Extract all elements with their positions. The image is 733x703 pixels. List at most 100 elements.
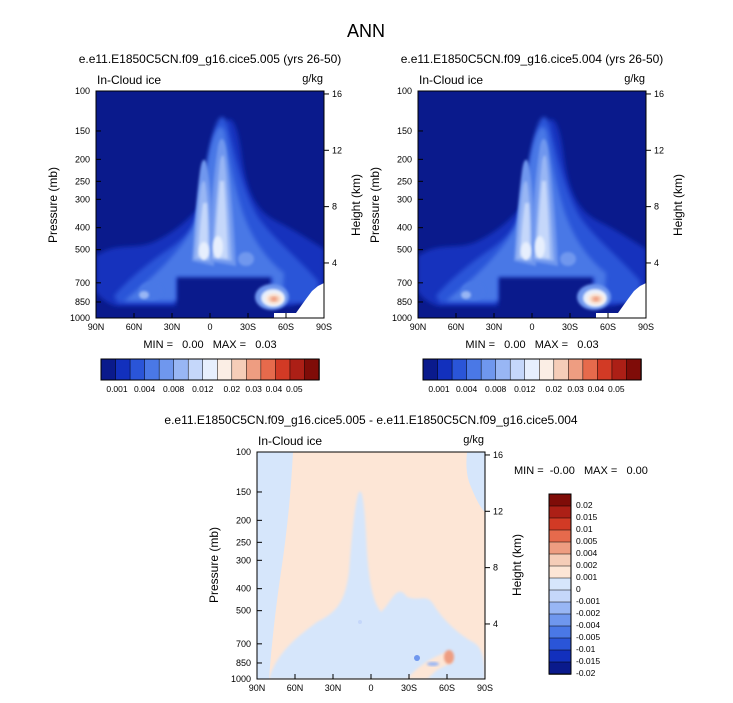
colorbar-swatch — [115, 358, 131, 381]
colorbar-swatch — [129, 358, 146, 381]
y-tick-label: 200 — [397, 154, 412, 164]
y-axis-label: Pressure (mb) — [46, 167, 60, 243]
contour-band — [269, 491, 485, 679]
y-tick-label: 150 — [75, 126, 90, 136]
y-tick-label: 500 — [236, 606, 251, 616]
field-label: In-Cloud ice — [258, 434, 322, 448]
x-tick-label: 60N — [287, 683, 304, 693]
x-tick-label: 60N — [448, 322, 465, 332]
latitude-axis: 90N 60N 30N 0 30S 60S 90S — [88, 313, 332, 332]
colorbar: 0.001 0.004 0.008 0.012 0.02 0.03 0.04 0.05 — [422, 358, 642, 394]
y-tick-label: 1000 — [231, 674, 251, 684]
y-tick-label: 500 — [397, 245, 412, 255]
colorbar-swatch — [548, 661, 572, 675]
height-axis: 16 12 8 4 — [485, 450, 503, 629]
x-tick-label: 30S — [562, 322, 578, 332]
colorbar-swatch — [626, 358, 642, 381]
contour-field — [257, 452, 485, 679]
colorbar-frame — [548, 493, 572, 675]
colorbar-swatch — [260, 358, 277, 381]
y-tick-label: 150 — [236, 487, 251, 497]
x-tick-label: 90S — [638, 322, 654, 332]
colorbar-tick-label: -0.015 — [576, 656, 600, 666]
height-tick-label: 12 — [493, 506, 503, 516]
height-tick-label: 12 — [654, 145, 664, 155]
height-axis: 16 12 8 4 — [646, 89, 664, 268]
colorbar-tick-label: 0.004 — [134, 384, 156, 394]
contour-band — [466, 452, 485, 512]
contour-band — [414, 655, 420, 661]
colorbar-swatch — [480, 358, 497, 381]
colorbar-frame — [422, 358, 642, 381]
colorbar-tick-label: 0.05 — [286, 384, 303, 394]
x-tick-label: 90S — [477, 683, 493, 693]
height-axis-label: Height (km) — [510, 534, 524, 596]
colorbar-tick-label: -0.005 — [576, 632, 600, 642]
colorbar-tick-label: 0.001 — [576, 572, 598, 582]
x-tick-label: 60N — [126, 322, 143, 332]
y-tick-label: 1000 — [70, 313, 90, 323]
colorbar-swatch — [548, 577, 572, 591]
difference-contours — [257, 452, 485, 679]
colorbar-swatch — [582, 358, 599, 381]
contour-band — [535, 236, 545, 258]
x-tick-label: 90N — [249, 683, 266, 693]
y-tick-label: 150 — [397, 126, 412, 136]
colorbar-tick-label: 0.04 — [266, 384, 283, 394]
colorbar-tick-label: 0.002 — [576, 560, 598, 570]
colorbar-swatch — [231, 358, 248, 381]
pressure-axis: 100 150 200 250 300 400 500 700 850 1000 — [231, 447, 262, 684]
colorbar-tick-label: -0.004 — [576, 620, 600, 630]
colorbar-swatch — [509, 358, 526, 381]
colorbar-tick-label: 0.02 — [546, 384, 563, 394]
y-tick-label: 400 — [397, 223, 412, 233]
y-tick-label: 1000 — [392, 313, 412, 323]
cloud-ice-contours — [96, 91, 324, 318]
latitude-axis: 90N 60N 30N 0 30S 60S 90S — [410, 313, 654, 332]
field-label: In-Cloud ice — [97, 73, 161, 87]
y-tick-label: 100 — [75, 86, 90, 96]
colorbar-swatch — [548, 565, 572, 579]
height-tick-label: 4 — [654, 258, 659, 268]
latitude-axis: 90N 60N 30N 0 30S 60S 90S — [249, 674, 493, 693]
contour-band — [358, 620, 362, 624]
colorbar-swatch — [597, 358, 613, 381]
contour-band — [444, 650, 454, 664]
colorbar-tick-label: 0.02 — [576, 500, 593, 510]
y-tick-label: 200 — [75, 154, 90, 164]
colorbar-swatch — [495, 358, 511, 381]
y-axis-label: Pressure (mb) — [368, 167, 382, 243]
contour-band — [257, 452, 293, 679]
y-tick-label: 850 — [397, 297, 412, 307]
y-tick-label: 850 — [75, 297, 90, 307]
x-tick-label: 30N — [325, 683, 342, 693]
y-tick-label: 300 — [236, 555, 251, 565]
height-tick-label: 4 — [332, 258, 337, 268]
colorbar-swatch — [100, 358, 117, 381]
min-max-label: MIN = 0.00 MAX = 0.03 — [465, 339, 598, 351]
colorbar-swatch — [275, 358, 291, 381]
panel-difference: e.e11.E1850C5CN.f09_g16.cice5.005 - e.e1… — [164, 413, 647, 693]
units-label: g/kg — [302, 73, 323, 85]
x-tick-label: 0 — [207, 322, 212, 332]
x-tick-label: 60S — [439, 683, 455, 693]
colorbar: 0.02 0.015 0.01 0.005 0.004 0.002 0.001 0 -0.001… — [548, 493, 600, 678]
colorbar-tick-label: 0 — [576, 584, 581, 594]
cloud-ice-contours — [418, 91, 646, 318]
colorbar-swatch — [548, 529, 572, 543]
colorbar-tick-label: 0.02 — [224, 384, 241, 394]
colorbar-tick-label: 0.012 — [192, 384, 214, 394]
x-tick-label: 0 — [368, 683, 373, 693]
colorbar-swatch — [553, 358, 570, 381]
contour-band — [213, 236, 223, 258]
colorbar-swatch — [611, 358, 628, 381]
min-max-label: MIN = -0.00 MAX = 0.00 — [514, 465, 648, 477]
colorbar-swatch — [548, 613, 572, 627]
y-tick-label: 700 — [75, 278, 90, 288]
field-label: In-Cloud ice — [419, 73, 483, 87]
colorbar-tick-label: 0.015 — [576, 512, 598, 522]
x-tick-label: 60S — [278, 322, 294, 332]
colorbar-swatch — [289, 358, 306, 381]
y-tick-label: 250 — [236, 537, 251, 547]
y-tick-label: 200 — [236, 515, 251, 525]
